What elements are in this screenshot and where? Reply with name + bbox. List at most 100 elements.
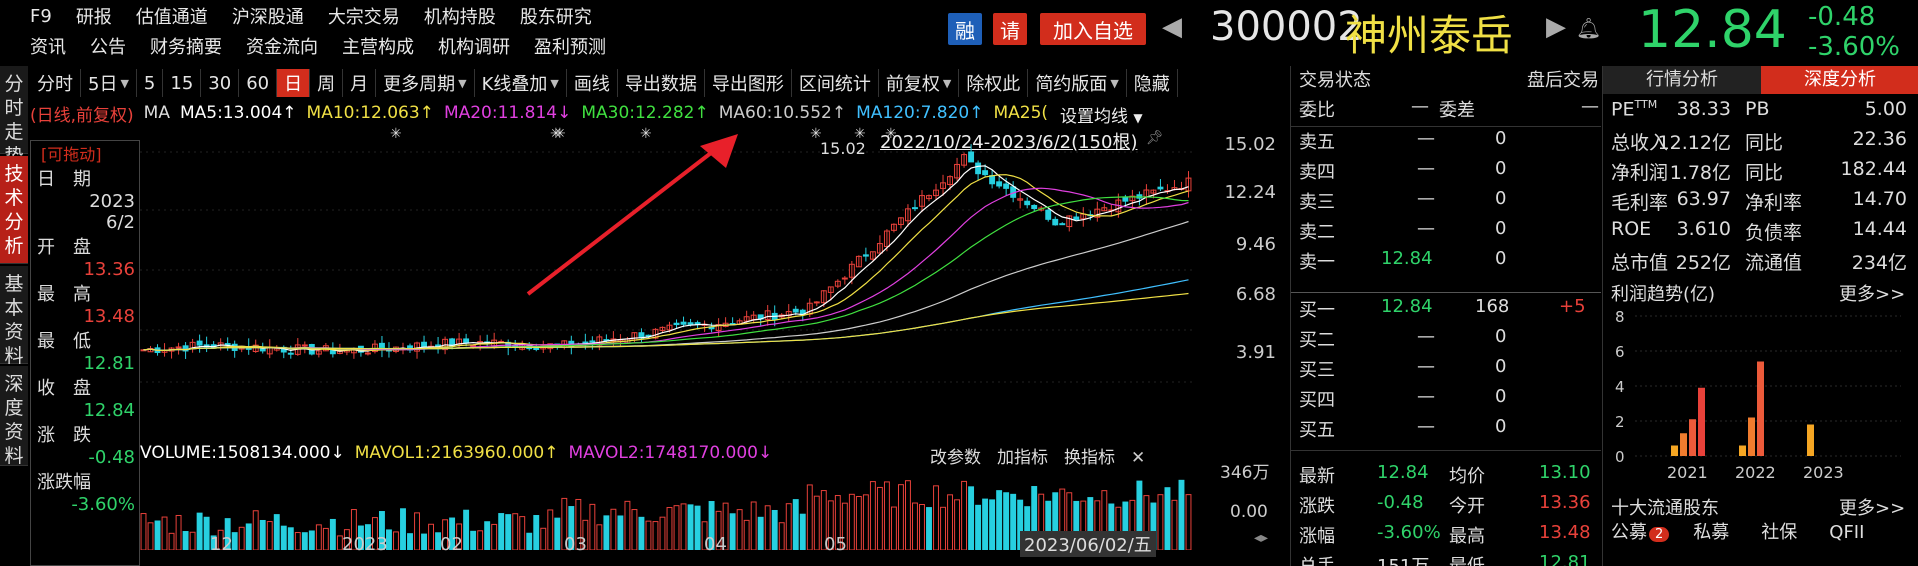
ma-line: [143, 165, 1189, 352]
candle-body: [1073, 216, 1080, 220]
close-icon[interactable]: ✕: [1131, 448, 1146, 468]
candle-body: [301, 344, 308, 347]
toolbar-item[interactable]: 导出数据: [618, 69, 705, 97]
volume-bar: [491, 523, 498, 550]
price-axis: 15.02 12.24 9.46 6.68 3.91: [1196, 124, 1286, 454]
left-tab[interactable]: 分时走势: [0, 66, 28, 167]
more-link[interactable]: 更多>>: [1839, 498, 1906, 519]
volume-bar: [596, 524, 603, 550]
fin-value: 252亿: [1675, 252, 1731, 274]
toolbar-item[interactable]: 更多周期 ▼: [376, 69, 475, 97]
chevron-down-icon: ▼: [550, 76, 559, 90]
tab-market-analysis[interactable]: 行情分析: [1603, 66, 1761, 94]
volume-bar: [568, 506, 575, 550]
volume-bar: [294, 532, 301, 550]
candle-body: [1094, 208, 1101, 218]
toolbar-item[interactable]: K线叠加 ▼: [475, 69, 567, 97]
menu-item[interactable]: 研报: [75, 7, 112, 28]
info-panel[interactable]: [可拖动] 日 期 2023 6/2 开 盘 13.36 最 高 13.48 最 低 12.81 收…: [30, 140, 140, 566]
menu-item[interactable]: 机构调研: [438, 37, 510, 58]
orderbook-row: 卖三 — 0: [1291, 188, 1601, 218]
candle-body: [1101, 207, 1108, 212]
ce-badge[interactable]: 请: [993, 13, 1027, 45]
toolbar-item[interactable]: 日: [277, 69, 311, 97]
indicator-button[interactable]: 换指标: [1064, 448, 1115, 468]
next-stock-icon[interactable]: ▶: [1546, 12, 1566, 42]
orderbook-row: 卖一 12.84 0: [1291, 248, 1601, 278]
profit-bar: [1680, 433, 1687, 456]
menu-item[interactable]: F9: [30, 5, 52, 27]
scroll-right-icon[interactable]: ◂▸: [1254, 530, 1269, 546]
menu-item[interactable]: 财务摘要: [150, 37, 222, 58]
toolbar-item[interactable]: 区间统计: [792, 69, 879, 97]
toolbar-item[interactable]: 简约版面 ▼: [1028, 69, 1127, 97]
menu-item[interactable]: 主营构成: [342, 37, 414, 58]
left-tab[interactable]: 基本资料: [0, 266, 28, 367]
after-hours-label: 盘后交易: [1527, 70, 1599, 91]
holder-tab[interactable]: QFII: [1829, 522, 1865, 543]
sell-level-vol: 0: [1495, 248, 1507, 269]
margin-trading-badge[interactable]: 融: [948, 13, 982, 45]
sell-level-label: 卖一: [1299, 252, 1335, 273]
indicator-buttons: 改参数 加指标 换指标 ✕: [930, 443, 1145, 468]
candle-body: [196, 340, 203, 346]
toolbar-item[interactable]: 月: [343, 69, 377, 97]
toolbar-item[interactable]: 隐藏: [1127, 69, 1178, 97]
toolbar-item[interactable]: 除权此: [959, 69, 1029, 97]
left-tab[interactable]: 深度资料: [0, 366, 28, 467]
toolbar-item[interactable]: 5日 ▼: [81, 69, 137, 97]
drag-handle[interactable]: [可拖动]: [41, 145, 102, 164]
holder-tab[interactable]: 私募: [1693, 522, 1730, 543]
volume-bar: [287, 527, 294, 550]
candlestick-chart[interactable]: 15.02✳ ✳✳ ✳ ✳ ✳ ✳: [140, 124, 1192, 442]
toolbar-item[interactable]: 60: [239, 69, 278, 97]
volume-bar: [1101, 490, 1108, 550]
toolbar-item[interactable]: 分时: [30, 69, 81, 97]
menu-item[interactable]: 盈利预测: [534, 37, 606, 58]
toolbar-item[interactable]: 5: [137, 69, 164, 97]
buy-level-label: 买四: [1299, 390, 1335, 411]
fin-row: 总市值 252亿 流通值 234亿: [1603, 248, 1918, 278]
alert-bell-icon[interactable]: 🔔︎: [1576, 16, 1602, 40]
menu-item[interactable]: 沪深股通: [231, 7, 304, 28]
chevron-down-icon: ▼: [120, 76, 129, 90]
toolbar-item[interactable]: 30: [201, 69, 240, 97]
volume-bar: [280, 525, 287, 550]
volume-bar: [687, 504, 694, 550]
volume-bar: [1031, 486, 1038, 550]
candle-body: [996, 181, 1003, 187]
prev-stock-icon[interactable]: ◀: [1162, 12, 1182, 42]
left-tab[interactable]: 技术分析: [0, 156, 28, 264]
menu-item[interactable]: 股东研究: [519, 7, 592, 28]
annotation-arrow: [526, 144, 722, 296]
volume-bar: [799, 513, 806, 550]
toolbar-item[interactable]: 15: [163, 69, 202, 97]
volume-chart[interactable]: [140, 466, 1192, 550]
orderbook-row: 总手 151万 最低 12.81: [1291, 552, 1601, 566]
pin-icon[interactable]: 📌︎: [1146, 130, 1164, 146]
indicator-button[interactable]: 加指标: [997, 448, 1048, 468]
menu-item[interactable]: 资讯: [30, 37, 66, 58]
toolbar-item[interactable]: 导出图形: [705, 69, 792, 97]
toolbar-item[interactable]: 周: [310, 69, 344, 97]
ma-item: MA5:13.004↑: [179, 103, 297, 123]
menu-item[interactable]: 机构持股: [423, 7, 496, 28]
indicator-button[interactable]: 改参数: [930, 448, 981, 468]
holder-tab[interactable]: 公募: [1611, 522, 1647, 543]
ma-label: MA: [143, 103, 170, 123]
add-watchlist-button[interactable]: 加入自选: [1040, 13, 1146, 45]
menu-item[interactable]: 大宗交易: [327, 7, 400, 28]
ma-settings-button[interactable]: 设置均线 ▼: [1060, 107, 1143, 127]
candle-body: [876, 243, 883, 254]
menu-item[interactable]: 公告: [90, 37, 126, 58]
tab-deep-analysis[interactable]: 深度分析: [1761, 66, 1918, 94]
vol-axis-top: 346万: [1220, 463, 1270, 483]
holder-tab[interactable]: 社保: [1761, 522, 1798, 543]
menu-item[interactable]: 估值通道: [135, 7, 208, 28]
info-label: 涨跌幅: [37, 472, 91, 493]
more-link[interactable]: 更多>>: [1839, 284, 1906, 305]
toolbar-item[interactable]: 前复权 ▼: [879, 69, 960, 97]
menu-item[interactable]: 资金流向: [246, 37, 318, 58]
toolbar-item-label: 前复权: [885, 74, 940, 95]
toolbar-item[interactable]: 画线: [567, 69, 618, 97]
